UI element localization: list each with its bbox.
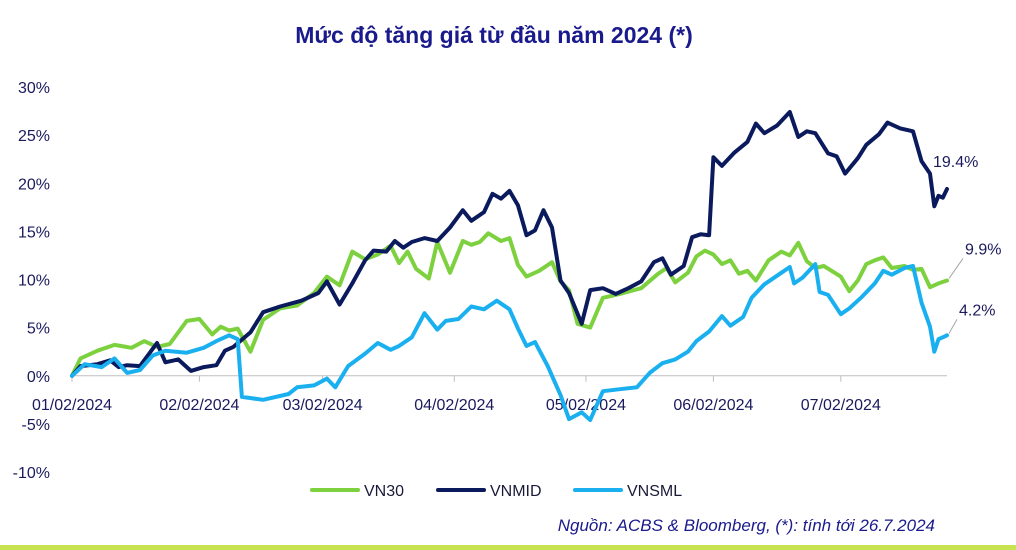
legend: VN30 VNMID VNSML (310, 483, 682, 500)
series-line-vnsml (70, 262, 949, 422)
series-line-vnmid (70, 110, 949, 378)
x-tick-label: 01/02/2024 (32, 397, 112, 414)
source-note: Nguồn: ACBS & Bloomberg, (*): tính tới 2… (558, 516, 935, 535)
x-axis: 01/02/2024 02/02/2024 03/02/2024 04/02/2024… (32, 375, 947, 414)
bottom-bar (0, 545, 1016, 550)
y-tick-label: -10% (13, 465, 50, 482)
end-labels: 9.9% 19.4% 4.2% (933, 154, 1001, 334)
y-tick-label: 10% (18, 273, 50, 290)
y-tick-label: 20% (18, 176, 50, 193)
end-label-vnmid: 19.4% (933, 154, 978, 171)
y-tick-label: 0% (27, 369, 50, 386)
end-label-leader (948, 319, 958, 334)
y-axis: 30% 25% 20% 15% 10% 5% 0% -5% -10% (13, 80, 50, 482)
x-tick-label: 02/02/2024 (159, 397, 239, 414)
y-tick-label: 15% (18, 224, 50, 241)
end-label-vnsml: 4.2% (959, 302, 995, 319)
x-tick-label: 05/02/2024 (546, 397, 626, 414)
x-tick-label: 03/02/2024 (283, 397, 363, 414)
y-tick-label: -5% (22, 417, 50, 434)
y-tick-label: 25% (18, 128, 50, 145)
legend-label-vn30: VN30 (364, 483, 404, 500)
series-layer (70, 110, 949, 422)
y-tick-label: 30% (18, 80, 50, 97)
end-label-leader (948, 258, 964, 279)
y-tick-label: 5% (27, 321, 50, 338)
x-tick-label: 07/02/2024 (801, 397, 881, 414)
end-label-vn30: 9.9% (965, 241, 1001, 258)
series-line-vn30 (70, 231, 949, 378)
x-tick-label: 06/02/2024 (673, 397, 753, 414)
chart-title: Mức độ tăng giá từ đầu năm 2024 (*) (295, 22, 693, 48)
legend-label-vnsml: VNSML (627, 483, 682, 500)
x-tick-label: 04/02/2024 (414, 397, 494, 414)
legend-label-vnmid: VNMID (490, 483, 542, 500)
